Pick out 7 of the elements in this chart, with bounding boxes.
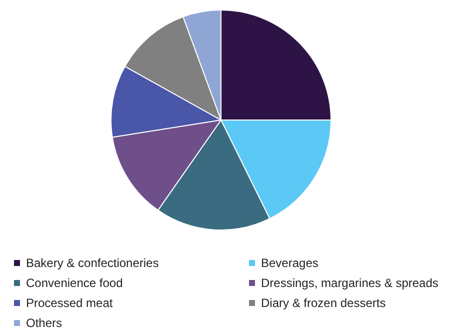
legend-label: Diary & frozen desserts: [261, 296, 386, 310]
legend-label: Beverages: [261, 256, 318, 270]
legend-label: Processed meat: [26, 296, 113, 310]
legend-label: Convenience food: [26, 276, 123, 290]
legend-label: Others: [26, 316, 62, 330]
legend-label: Dressings, margarines & spreads: [261, 276, 438, 290]
legend-label: Bakery & confectioneries: [26, 256, 159, 270]
